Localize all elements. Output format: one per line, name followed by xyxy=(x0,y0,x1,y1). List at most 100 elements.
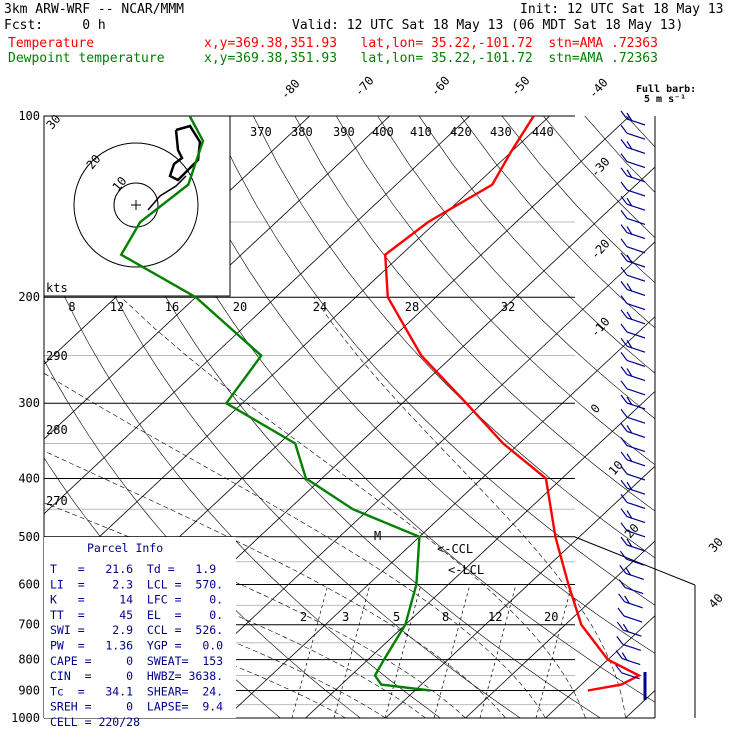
wind-barb xyxy=(620,295,628,304)
wind-barb xyxy=(626,232,646,240)
parcel-info-row: SREH = 0 LAPSE= 9.4 xyxy=(50,700,223,714)
mixing-ratio-line xyxy=(433,584,471,718)
wind-barb xyxy=(626,118,646,126)
isotherm-label: 40 xyxy=(706,591,726,611)
wind-barb xyxy=(626,331,646,339)
wind-barb xyxy=(626,146,646,154)
moist-adiabat-line xyxy=(44,598,346,718)
wind-barb xyxy=(621,672,640,680)
isotherm-line xyxy=(305,390,655,718)
parcel-info-row: LI = 2.3 LCL = 570. xyxy=(50,577,223,591)
mixing-ratio-label: 2 xyxy=(300,610,307,624)
wind-barb xyxy=(626,402,646,410)
wind-barb xyxy=(620,465,628,475)
dry-adiabat-line xyxy=(253,116,655,559)
wind-barb xyxy=(620,139,628,148)
wind-barb xyxy=(626,169,633,179)
wind-barb xyxy=(620,337,628,347)
wind-barb xyxy=(622,658,641,666)
parcel-info-title: Parcel Info xyxy=(87,541,163,555)
wind-barb xyxy=(620,224,628,233)
wind-barb xyxy=(626,197,633,207)
parcel-info-row: PW = 1.36 YGP = 0.0 xyxy=(50,639,223,653)
hodograph-trace xyxy=(168,124,202,182)
hodograph-speed-label: 20 xyxy=(233,300,247,314)
wind-barb xyxy=(626,445,646,453)
moist-adiabat-line xyxy=(44,372,546,718)
theta-e-label: 440 xyxy=(532,125,554,139)
mixing-ratio-line xyxy=(384,584,422,718)
wind-barb xyxy=(626,416,646,424)
wind-barb xyxy=(620,309,628,319)
wind-barb xyxy=(616,636,624,645)
wind-barb xyxy=(620,479,628,489)
lower-frame-line xyxy=(574,536,696,586)
pressure-tick-label: 400 xyxy=(18,471,40,485)
parcel-info-row: T = 21.6 Td = 1.9 xyxy=(50,562,216,576)
wind-barb xyxy=(626,487,646,495)
temperature-profile xyxy=(383,115,642,692)
wind-barb xyxy=(626,311,633,321)
hodograph-ring xyxy=(73,142,199,268)
wind-barb xyxy=(626,538,633,548)
wind-barb xyxy=(617,607,625,617)
wind-barb xyxy=(626,283,633,292)
dewpoint-profile xyxy=(119,115,431,692)
wind-barb xyxy=(626,317,646,325)
wind-barb xyxy=(626,226,633,235)
wind-barb xyxy=(620,195,628,205)
wind-barb xyxy=(620,153,628,162)
wind-barb xyxy=(626,388,646,396)
sounding-marker-label: <-LCL xyxy=(448,563,484,577)
dewpoint-legend: Dewpoint temperature xyxy=(8,51,165,66)
hodograph-speed-label: 8 xyxy=(68,300,75,314)
wind-barb xyxy=(626,374,646,382)
wind-barb xyxy=(622,623,629,633)
isotherm-label: 20 xyxy=(622,521,642,541)
isotherm-line xyxy=(545,615,655,718)
wind-barb xyxy=(620,451,628,461)
isotherm-label: -70 xyxy=(352,74,377,99)
dry-adiabat-line xyxy=(128,116,655,703)
wind-barb xyxy=(620,536,628,546)
wind-barb xyxy=(625,572,644,580)
dry-adiabat-line xyxy=(44,248,441,718)
wind-barb xyxy=(620,408,628,418)
barb-legend-title: Full barb: xyxy=(636,84,697,95)
valid-time: Valid: 12 UTC Sat 18 May 13 (06 MDT Sat … xyxy=(292,18,684,33)
wind-barb xyxy=(626,303,646,311)
init-time: Init: 12 UTC Sat 18 May 13 xyxy=(520,2,724,17)
isotherm-label: 30 xyxy=(706,535,726,555)
wind-barb xyxy=(626,274,646,282)
model-title: 3km ARW-WRF -- NCAR/MMM xyxy=(4,2,185,17)
isotherm-line xyxy=(385,465,655,718)
wind-barb xyxy=(626,425,633,434)
isotherm-line xyxy=(44,116,550,590)
wind-barb xyxy=(626,339,633,349)
mixing-ratio-line xyxy=(535,584,573,718)
wind-barb xyxy=(623,615,643,623)
wind-barb xyxy=(620,366,628,375)
wind-barb xyxy=(626,530,646,538)
wind-barb xyxy=(626,246,646,254)
parcel-info-box xyxy=(44,537,236,718)
wind-barb xyxy=(620,423,628,432)
wind-barb xyxy=(626,217,646,225)
wind-barb xyxy=(620,494,628,503)
wind-barb xyxy=(626,254,633,264)
mixing-ratio-line xyxy=(333,584,371,718)
wind-barb xyxy=(626,175,646,183)
wind-barb xyxy=(626,132,646,140)
wind-barb xyxy=(618,593,626,603)
wind-barb xyxy=(621,652,628,661)
barb-legend-value: 5 m s⁻¹ xyxy=(644,94,687,105)
wind-barb xyxy=(620,266,628,276)
parcel-info-row: CELL = 220/28 xyxy=(50,715,140,729)
isotherm-line xyxy=(706,116,740,718)
isotherm-label: -80 xyxy=(278,77,303,102)
wind-barb xyxy=(626,345,646,353)
pressure-tick-label: 600 xyxy=(18,577,40,591)
wind-barb xyxy=(620,124,628,134)
dry-adiabat-line xyxy=(709,116,740,718)
theta-e-label: 380 xyxy=(291,125,313,139)
